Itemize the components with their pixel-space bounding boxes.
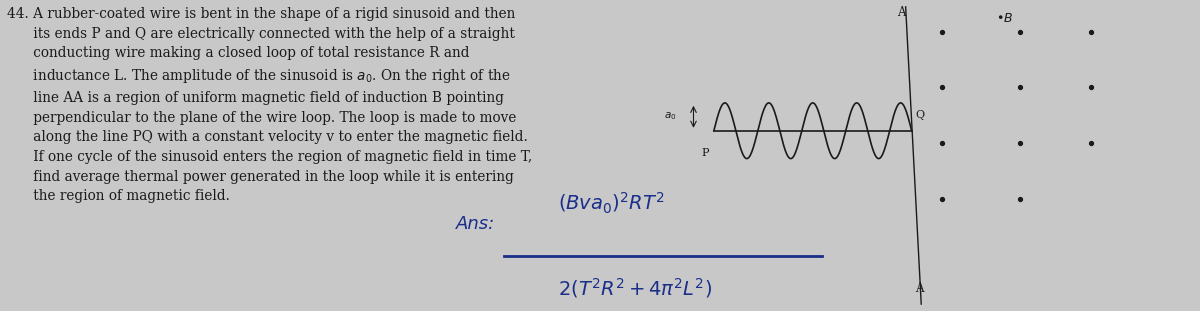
Text: P: P: [702, 147, 709, 157]
Text: $• B$: $• B$: [996, 12, 1013, 26]
Text: $2(T^2R^2+4\pi^2L^2)$: $2(T^2R^2+4\pi^2L^2)$: [558, 276, 713, 300]
Text: A: A: [916, 282, 924, 295]
Text: A: A: [898, 6, 906, 19]
Text: Q: Q: [916, 110, 924, 120]
Text: Ans:: Ans:: [456, 215, 496, 233]
Text: $(Bva_0)^2RT^2$: $(Bva_0)^2RT^2$: [558, 191, 665, 216]
Text: 44. A rubber-coated wire is bent in the shape of a rigid sinusoid and then
     : 44. A rubber-coated wire is bent in the …: [7, 7, 532, 203]
Text: $a_0$: $a_0$: [664, 110, 676, 122]
